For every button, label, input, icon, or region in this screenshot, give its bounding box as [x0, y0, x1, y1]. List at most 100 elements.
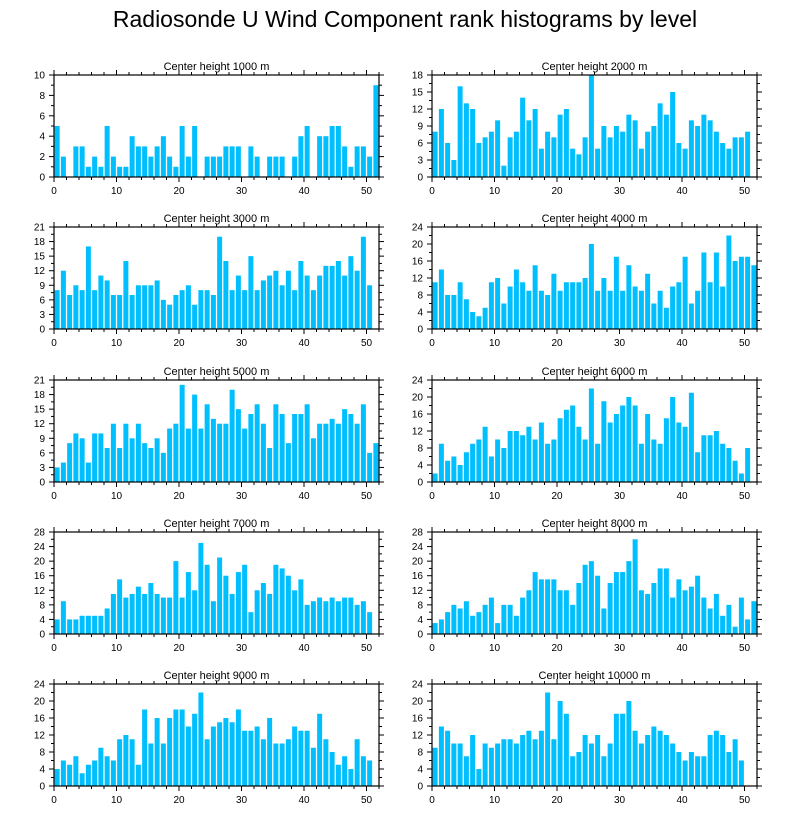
histogram-bar — [670, 92, 676, 177]
y-tick-label: 20 — [412, 697, 424, 708]
histogram-bar — [279, 156, 285, 177]
histogram-bar — [192, 713, 198, 786]
histogram-bar — [292, 156, 298, 177]
histogram-bar — [235, 275, 241, 329]
x-tick-label: 0 — [429, 795, 435, 806]
histogram-bar — [738, 137, 744, 177]
histogram-bar — [210, 726, 216, 786]
histogram-bar — [738, 597, 744, 634]
histogram-bar — [651, 583, 657, 634]
histogram-bar — [588, 244, 594, 329]
histogram-bar — [645, 414, 651, 482]
histogram-bar — [217, 557, 223, 634]
histogram-bar — [701, 252, 707, 329]
histogram-bar — [620, 405, 626, 482]
histogram-panel: Center height 6000 m 0 10 20 30 40 50 0 4 8 12 16 20… — [412, 366, 762, 502]
histogram-bar — [267, 156, 273, 177]
histogram-bar — [210, 295, 216, 329]
histogram-bar — [563, 282, 569, 329]
histogram-bar — [632, 286, 638, 329]
histogram-bar — [707, 735, 713, 786]
x-tick-label: 0 — [429, 186, 435, 197]
panel-title: Center height 10000 m — [539, 670, 651, 682]
histogram-bar — [85, 166, 91, 177]
histogram-bar — [695, 452, 701, 482]
histogram-bar — [532, 439, 538, 482]
histogram-bar — [304, 126, 310, 177]
histogram-bar — [173, 423, 179, 482]
histogram-bar — [67, 764, 73, 786]
histogram-bar — [279, 414, 285, 482]
y-tick-label: 16 — [34, 714, 46, 725]
y-tick-label: 0 — [39, 478, 45, 489]
x-tick-label: 20 — [173, 795, 185, 806]
histogram-bar — [451, 295, 457, 329]
histogram-bar — [198, 428, 204, 482]
y-tick-label: 3 — [417, 156, 423, 167]
histogram-bar — [632, 539, 638, 634]
y-tick-label: 0 — [417, 325, 423, 336]
histogram-bar — [123, 166, 129, 177]
y-tick-label: 4 — [417, 615, 423, 626]
histogram-bar — [92, 760, 98, 786]
y-tick-label: 6 — [39, 111, 45, 122]
y-tick-label: 9 — [39, 434, 45, 445]
histogram-bar — [676, 422, 682, 482]
histogram-bar — [557, 418, 563, 482]
x-tick-label: 40 — [676, 643, 688, 654]
histogram-bar — [217, 236, 223, 329]
histogram-bar — [607, 137, 613, 177]
histogram-bar — [663, 307, 669, 329]
y-tick-label: 24 — [34, 542, 46, 553]
histogram-bar — [570, 405, 576, 482]
panel-title: Center height 7000 m — [164, 518, 270, 530]
x-tick-label: 30 — [614, 186, 626, 197]
histogram-bar — [695, 126, 701, 177]
x-tick-label: 10 — [111, 795, 123, 806]
histogram-bar — [488, 131, 494, 177]
histogram-bar — [110, 156, 116, 177]
histogram-bar — [713, 252, 719, 329]
histogram-bar — [79, 773, 85, 786]
histogram-bar — [123, 735, 129, 786]
histogram-bar — [285, 270, 291, 329]
histogram-bar — [254, 156, 260, 177]
histogram-bar — [348, 414, 354, 482]
histogram-bar — [738, 473, 744, 482]
histogram-bar — [154, 146, 160, 177]
histogram-bar — [135, 764, 141, 786]
y-tick-label: 16 — [412, 410, 424, 421]
histogram-bar — [342, 597, 348, 634]
histogram-bar — [298, 414, 304, 482]
histogram-bar — [204, 739, 210, 786]
histogram-bar — [329, 265, 335, 329]
histogram-bar — [360, 601, 366, 634]
y-tick-label: 15 — [34, 405, 46, 416]
histogram-bar — [663, 568, 669, 634]
x-tick-label: 50 — [739, 795, 751, 806]
histogram-bar — [204, 290, 210, 329]
x-tick-label: 50 — [361, 795, 373, 806]
histogram-bar — [432, 282, 438, 329]
y-tick-label: 21 — [34, 223, 46, 234]
histogram-bar — [520, 282, 526, 329]
histogram-bar — [192, 590, 198, 634]
x-tick-label: 40 — [298, 491, 310, 502]
histogram-bar — [323, 739, 329, 786]
histogram-bar — [570, 756, 576, 786]
histogram-bar — [67, 619, 73, 634]
histogram-bar — [229, 389, 235, 482]
histogram-bar — [682, 148, 688, 177]
histogram-bar — [626, 701, 632, 786]
histogram-bar — [129, 136, 135, 177]
x-tick-label: 40 — [676, 338, 688, 349]
histogram-bar — [167, 597, 173, 634]
histogram-bar — [526, 290, 532, 329]
histogram-bar — [707, 120, 713, 177]
histogram-bar — [248, 256, 254, 329]
x-tick-label: 10 — [111, 643, 123, 654]
histogram-bar — [248, 146, 254, 177]
histogram-bar — [79, 290, 85, 329]
y-tick-label: 0 — [417, 630, 423, 641]
